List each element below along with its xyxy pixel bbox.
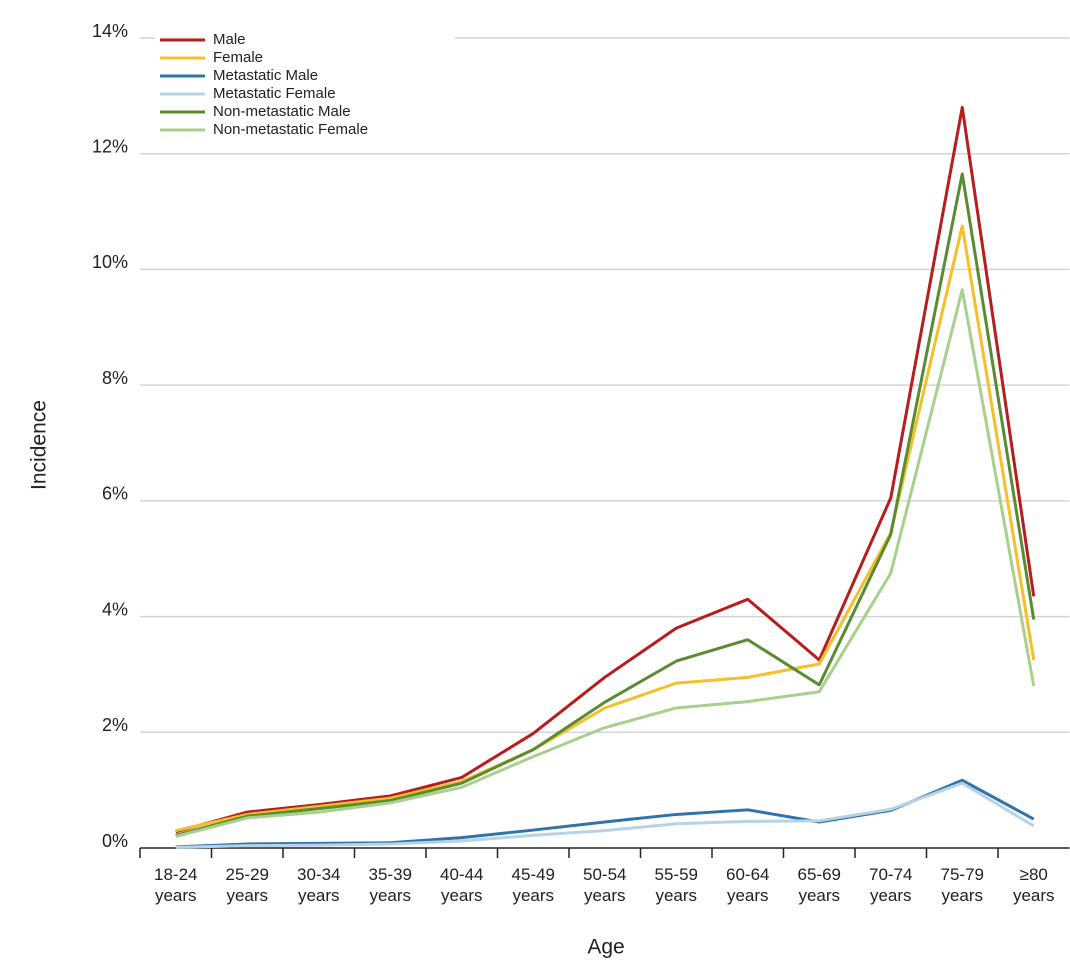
y-tick-label: 12%	[92, 136, 128, 156]
series-line	[175, 105, 1036, 834]
x-tick-label: 70-74 years	[869, 865, 913, 905]
x-tick-label: 40-44 years	[440, 865, 484, 905]
legend-label: Non-metastatic Female	[213, 121, 368, 138]
x-tick-label: 50-54 years	[583, 865, 627, 905]
x-tick-label: 18-24 years	[154, 865, 198, 905]
y-tick-label: 4%	[102, 599, 128, 619]
y-tick-label: 0%	[102, 831, 128, 851]
x-tick-label: 45-49 years	[511, 865, 555, 905]
legend-label: Non-metastatic Male	[213, 103, 351, 120]
x-tick-label: 55-59 years	[654, 865, 698, 905]
legend-label: Metastatic Female	[213, 85, 336, 102]
y-tick-label: 6%	[102, 484, 128, 504]
series-line	[175, 224, 1036, 833]
legend-box	[155, 28, 455, 144]
legend-label: Female	[213, 49, 263, 66]
y-tick-label: 14%	[92, 21, 128, 41]
y-axis-label: Incidence	[28, 400, 51, 490]
x-tick-label: 30-34 years	[297, 865, 341, 905]
series-line	[175, 288, 1036, 838]
series-line	[175, 781, 1035, 849]
x-tick-label: 65-69 years	[797, 865, 841, 905]
x-tick-label: 60-64 years	[726, 865, 770, 905]
y-tick-label: 2%	[102, 715, 128, 735]
y-tick-label: 10%	[92, 252, 128, 272]
x-tick-label: 25-29 years	[225, 865, 269, 905]
series-line	[175, 172, 1036, 837]
legend-label: Male	[213, 31, 246, 48]
x-tick-label: 35-39 years	[368, 865, 412, 905]
x-axis-label: Age	[587, 936, 624, 959]
x-tick-label: ≥80 years	[1012, 865, 1055, 905]
y-tick-label: 8%	[102, 368, 128, 388]
legend-label: Metastatic Male	[213, 67, 318, 84]
x-tick-label: 75-79 years	[940, 865, 984, 905]
